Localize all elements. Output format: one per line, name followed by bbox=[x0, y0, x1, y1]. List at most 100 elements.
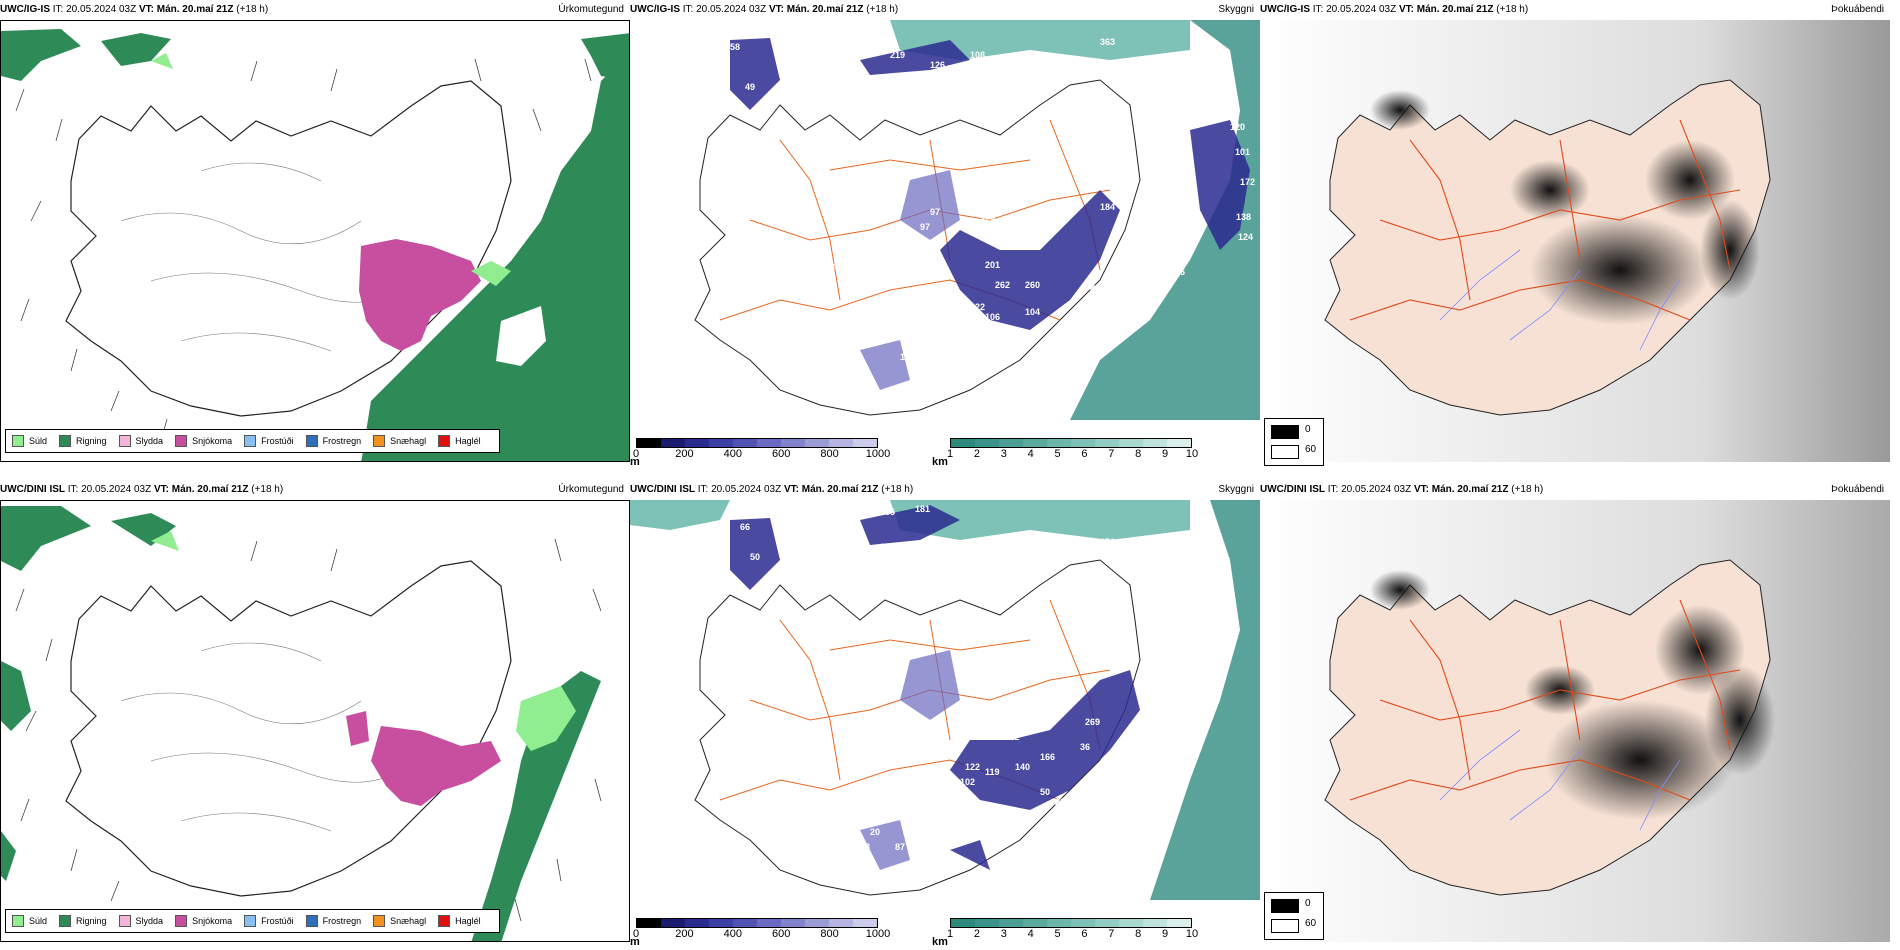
colorbar-step bbox=[829, 919, 853, 927]
legend-item: Frostúði bbox=[244, 435, 294, 447]
visibility-colorbar: 1 2 3 4 5 6 7 8 9 10 bbox=[947, 438, 1198, 464]
colorbar-tick: 6 bbox=[1081, 448, 1088, 460]
precip-type-panel: UWC/IG-IS IT: 20.05.2024 03Z VT: Mán. 20… bbox=[0, 0, 630, 470]
colorbar-tick: 0 bbox=[632, 928, 640, 940]
cloud-base-colorbar: 0 200 400 600 800 1000 bbox=[632, 918, 890, 944]
cloud-base-value: 30 bbox=[830, 262, 840, 272]
legend-label: Haglél bbox=[455, 436, 481, 446]
fog-legend: 0 60 bbox=[1264, 892, 1324, 940]
cloud-base-value: 201 bbox=[985, 260, 1000, 270]
cloud-base-value: 102 bbox=[960, 777, 975, 787]
legend-label: Frostúði bbox=[261, 916, 294, 926]
fog-core bbox=[1530, 215, 1710, 325]
legend-label: Rigning bbox=[76, 436, 107, 446]
colorbar-step bbox=[661, 919, 685, 927]
cloud-base-value: 47 bbox=[1186, 212, 1196, 222]
cloud-base-value: 69 bbox=[1190, 632, 1200, 642]
cloud-base-light bbox=[860, 170, 960, 390]
cloud-base-value: 61 bbox=[915, 387, 925, 397]
legend-label: Snæhagl bbox=[390, 916, 427, 926]
cloud-base-value: 150 bbox=[1145, 152, 1160, 162]
roads bbox=[1349, 119, 1741, 321]
panel-type-label: Úrkomutegund bbox=[558, 484, 624, 495]
it-label: IT: bbox=[67, 484, 79, 495]
colorbar-step bbox=[637, 439, 661, 447]
cloud-base-value: 18 bbox=[920, 617, 930, 627]
colorbar-step bbox=[999, 439, 1023, 447]
cloud-base-value: 33 bbox=[1185, 667, 1195, 677]
fog-patch bbox=[1370, 570, 1430, 610]
colorbar-step bbox=[1071, 919, 1095, 927]
cloud-base-value: 184 bbox=[1100, 202, 1115, 212]
cloud-base-values: 58 49 99 219 126 108 363 78 180 66 120 101 172 138 124… bbox=[720, 37, 1255, 397]
cloud-base-value: 219 bbox=[890, 50, 905, 60]
colorbar-step bbox=[1167, 919, 1191, 927]
visibility-panel: UWC/DINI ISL IT: 20.05.2024 03Z VT: Mán.… bbox=[630, 480, 1260, 950]
cloud-base-value: 124 bbox=[1238, 232, 1253, 242]
legend-item: Rigning bbox=[59, 435, 107, 447]
vt-value: Mán. 20.maí 21Z bbox=[801, 484, 879, 495]
colorbar-tick: 10 bbox=[1185, 928, 1199, 940]
cloud-base-value: 178 bbox=[980, 212, 995, 222]
legend-item: Haglél bbox=[438, 915, 481, 927]
panel-header: UWC/IG-IS IT: 20.05.2024 03Z VT: Mán. 20… bbox=[0, 0, 630, 20]
rain-nw-area bbox=[1, 506, 176, 571]
legend-swatch bbox=[244, 915, 257, 927]
colorbar-step bbox=[975, 919, 999, 927]
cloud-base-unit: m bbox=[630, 456, 640, 468]
colorbar-step bbox=[999, 919, 1023, 927]
colorbar-step bbox=[661, 439, 685, 447]
fog-legend-high-swatch bbox=[1271, 899, 1299, 913]
cloud-base-value: 155 bbox=[880, 507, 895, 517]
colorbar-tick: 600 bbox=[772, 448, 791, 460]
cloud-base-value: 50 bbox=[1040, 787, 1050, 797]
internal-contours bbox=[120, 642, 422, 832]
cloud-base-value: 119 bbox=[985, 767, 1000, 777]
colorbar-step bbox=[781, 919, 805, 927]
visibility-unit: km bbox=[932, 936, 948, 948]
legend-swatch bbox=[12, 915, 24, 927]
it-value: 20.05.2024 03Z bbox=[696, 4, 767, 15]
cloud-base-value: 68 bbox=[860, 842, 870, 852]
cloud-base-value: 22 bbox=[1055, 797, 1065, 807]
cloud-base-value: 104 bbox=[1025, 307, 1040, 317]
colorbar-step bbox=[1143, 919, 1167, 927]
legend-swatch bbox=[12, 435, 24, 447]
model-name: UWC/DINI ISL bbox=[0, 484, 65, 495]
vt-label: VT: bbox=[1398, 4, 1414, 15]
it-value: 20.05.2024 03Z bbox=[711, 484, 782, 495]
fog-patch bbox=[1700, 200, 1760, 300]
cloud-base-value: 637 bbox=[1105, 312, 1120, 322]
colorbar-step bbox=[685, 919, 709, 927]
cloud-base-value: 36 bbox=[1175, 222, 1185, 232]
cloud-base-value: 38 bbox=[1110, 747, 1120, 757]
legend-swatch bbox=[305, 435, 318, 447]
colorbar-tick: 5 bbox=[1054, 448, 1061, 460]
it-label: IT: bbox=[697, 484, 709, 495]
colorbar-step bbox=[1167, 439, 1191, 447]
colorbar-step bbox=[805, 439, 829, 447]
legend-item: Slydda bbox=[118, 915, 164, 927]
vt-label: VT: bbox=[138, 4, 154, 15]
cloud-base-value: 84 bbox=[915, 337, 925, 347]
cloud-base-value: 94 bbox=[880, 737, 890, 747]
colorbar-tick: 2 bbox=[973, 928, 980, 940]
fog-legend-high-swatch bbox=[1271, 425, 1299, 439]
fog-legend-high: 0 bbox=[1305, 898, 1311, 909]
visibility-unit: km bbox=[932, 456, 948, 468]
legend-label: Slydda bbox=[135, 916, 164, 926]
legend-swatch bbox=[175, 915, 188, 927]
visibility-map-canvas: 58 49 99 219 126 108 363 78 180 66 120 101 172 138 124… bbox=[694, 20, 1260, 420]
fog-core bbox=[1545, 700, 1735, 820]
cloud-base-value: 48 bbox=[1185, 652, 1195, 662]
row-ig-is: UWC/IG-IS IT: 20.05.2024 03Z VT: Mán. 20… bbox=[0, 0, 1900, 470]
rain-ne-area bbox=[581, 33, 629, 81]
vt-label: VT: bbox=[153, 484, 169, 495]
rain-sea-area bbox=[361, 53, 629, 461]
cloud-base-value: 66 bbox=[1150, 132, 1160, 142]
colorbar-step bbox=[1119, 919, 1143, 927]
colorbar-step bbox=[1071, 439, 1095, 447]
cloud-base-value: 180 bbox=[1100, 122, 1115, 132]
legend-item: Haglél bbox=[438, 435, 481, 447]
cloud-base-value: 75 bbox=[985, 727, 995, 737]
